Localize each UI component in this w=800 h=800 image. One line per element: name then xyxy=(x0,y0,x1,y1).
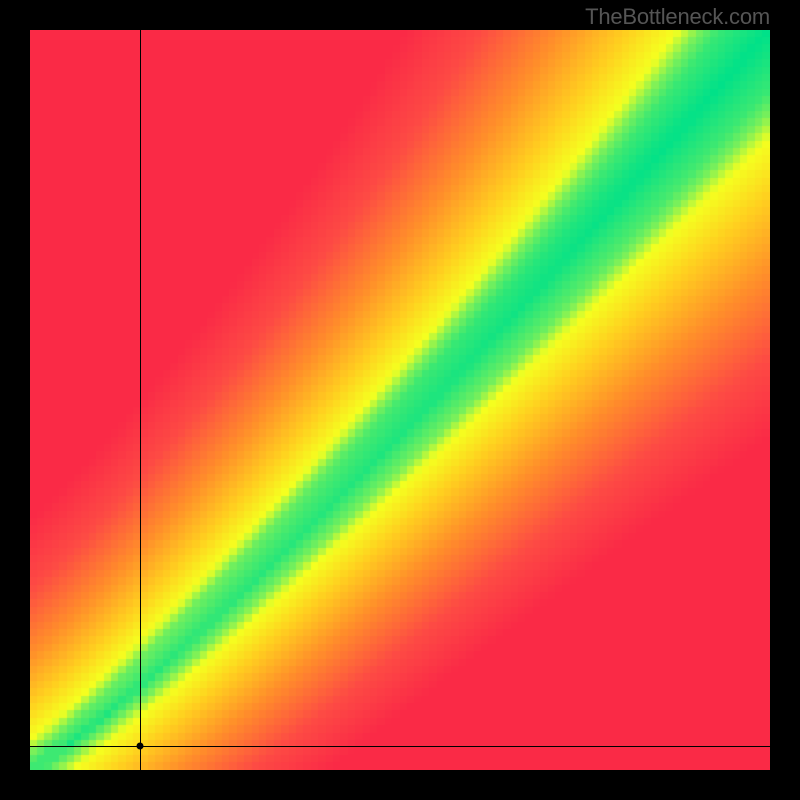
plot-area xyxy=(30,30,770,770)
crosshair-dot xyxy=(136,742,143,749)
watermark-label: TheBottleneck.com xyxy=(585,4,770,30)
chart-container: TheBottleneck.com xyxy=(0,0,800,800)
crosshair-vertical-line xyxy=(140,30,141,770)
heatmap-canvas xyxy=(30,30,770,770)
